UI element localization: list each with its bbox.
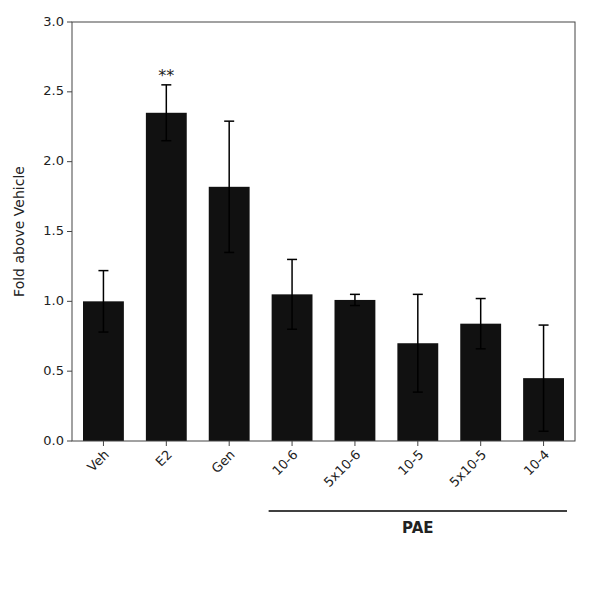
x-tick-label: 10-5 (395, 447, 426, 478)
error-bar-line (539, 430, 549, 432)
x-tick (292, 441, 293, 446)
error-bar (476, 299, 486, 349)
y-tick (67, 22, 72, 23)
y-tick-label: 1.5 (43, 223, 64, 238)
y-axis-label: Fold above Vehicle (11, 166, 27, 297)
error-bar-line (166, 85, 168, 141)
x-axis: Veh E2 Gen 10-6 5x10-6 10-5 5x10-5 10-4 (84, 441, 552, 490)
error-bar-line (476, 298, 486, 300)
x-tick (417, 441, 418, 446)
x-tick-label: 5x10-5 (447, 447, 490, 490)
y-tick-label: 2.5 (43, 83, 64, 98)
error-bar-line (98, 270, 108, 272)
error-bar (161, 85, 171, 141)
error-bar (539, 325, 549, 431)
error-bar-line (224, 252, 234, 254)
error-bar-line (161, 140, 171, 142)
error-bar-line (287, 329, 297, 331)
error-bar (98, 271, 108, 332)
annotations: ** PAE (158, 66, 567, 537)
error-bar-line (354, 294, 356, 305)
y-tick (67, 441, 72, 442)
error-bar (350, 294, 360, 305)
x-tick (354, 441, 355, 446)
error-bar (287, 259, 297, 329)
error-bar-line (413, 294, 423, 296)
x-tick (543, 441, 544, 446)
x-tick-label: 10-6 (269, 447, 300, 478)
error-bar-line (476, 348, 486, 350)
chart: 0.0 0.5 1.0 1.5 2.0 2.5 3.0 Fold above Vehicle V… (0, 0, 591, 591)
error-bar (224, 121, 234, 252)
x-tick (480, 441, 481, 446)
x-tick-label: E2 (153, 447, 175, 469)
plot-frame (72, 22, 575, 441)
y-tick-label: 0.5 (43, 363, 64, 378)
bar (146, 113, 187, 441)
error-bar-line (350, 294, 360, 296)
x-tick (166, 441, 167, 446)
error-bar-line (413, 391, 423, 393)
x-tick-label: Veh (84, 447, 112, 475)
error-bar-line (350, 305, 360, 307)
y-tick (67, 161, 72, 162)
error-bar-line (539, 324, 549, 326)
y-tick (67, 231, 72, 232)
plot-area (83, 85, 564, 441)
y-tick (67, 301, 72, 302)
error-bar-line (224, 120, 234, 122)
x-tick-label: Gen (209, 447, 238, 476)
y-tick (67, 371, 72, 372)
chart-container: 0.0 0.5 1.0 1.5 2.0 2.5 3.0 Fold above Vehicle V… (0, 0, 591, 591)
y-tick-label: 2.0 (43, 153, 64, 168)
x-tick (103, 441, 104, 446)
y-tick (67, 91, 72, 92)
y-tick-label: 0.0 (43, 433, 64, 448)
y-axis: 0.0 0.5 1.0 1.5 2.0 2.5 3.0 (43, 14, 72, 448)
error-bar-line (480, 299, 482, 349)
error-bar-line (417, 294, 419, 392)
significance-label: ** (158, 66, 174, 85)
group-bracket (269, 510, 567, 512)
x-tick-label: 5x10-6 (321, 447, 364, 490)
y-tick-label: 3.0 (43, 14, 64, 29)
error-bar-line (291, 259, 293, 329)
error-bar-line (98, 331, 108, 333)
y-tick-label: 1.0 (43, 293, 64, 308)
error-bar-line (103, 271, 105, 332)
error-bar-line (543, 325, 545, 431)
group-label: PAE (402, 519, 433, 537)
x-tick-label: 10-4 (521, 447, 552, 478)
error-bar (413, 294, 423, 392)
bar (335, 300, 376, 441)
error-bar-line (287, 259, 297, 261)
x-tick (229, 441, 230, 446)
error-bar-line (228, 121, 230, 252)
